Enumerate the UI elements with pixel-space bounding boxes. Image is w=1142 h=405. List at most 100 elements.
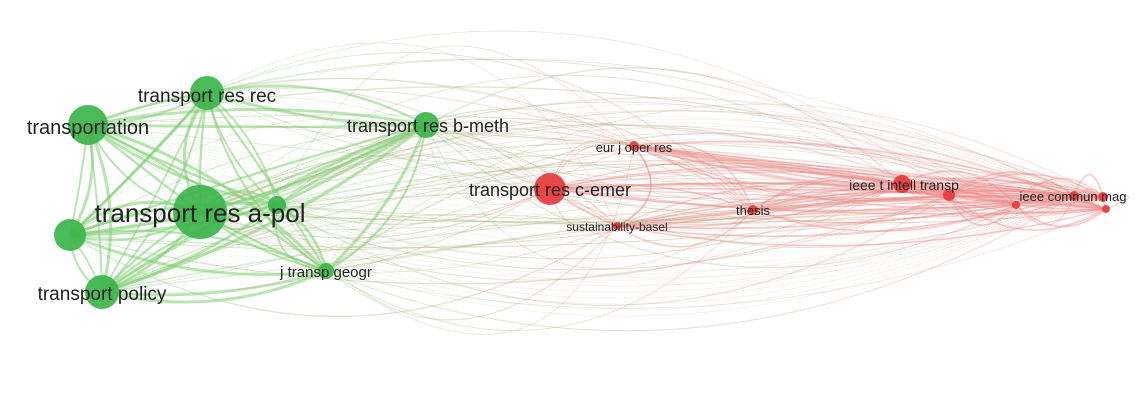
network-link [101,164,1104,293]
network-link [86,124,113,293]
network-link [633,145,950,202]
network-link [199,110,1107,213]
network-link [276,196,1104,221]
network-link [325,195,1075,272]
network-link [87,124,1017,206]
network-link [199,116,1107,213]
node-label-transport-policy[interactable]: transport policy [38,284,167,305]
network-link [616,195,1075,238]
node-label-thesis[interactable]: thesis [736,203,770,218]
network-link [101,269,327,304]
network-link [276,204,618,321]
node-transport-res-c-emer[interactable] [534,173,566,205]
network-link [69,142,1107,236]
node-unlabeled-green-1[interactable] [54,219,86,251]
network-link [87,123,427,129]
network-link [199,134,1107,213]
network-link [87,124,1104,251]
node-label-transportation[interactable]: transportation [27,117,149,139]
network-link [199,195,1075,305]
network-link [87,77,754,211]
network-link [276,142,1107,210]
network-link [69,118,551,236]
network-link [87,124,1104,258]
network-link [901,183,1075,215]
network-link [274,204,327,272]
network-link [87,108,427,127]
node-unlabeled-green-2[interactable] [268,196,286,214]
network-link [87,124,1104,225]
network-link [325,124,428,272]
network-link [752,182,1017,211]
node-label-transport-res-a-pol[interactable]: transport res a-pol [95,198,306,228]
node-transportation[interactable] [68,105,108,145]
network-link [325,183,903,272]
node-transport-policy[interactable] [85,275,119,309]
node-label-ieee-t-intell-transp[interactable]: ieee t intell transp [849,177,959,193]
network-link [324,124,428,273]
node-unlabeled-red-4[interactable] [1102,205,1110,213]
network-link [948,194,1017,219]
network-link [101,187,1104,293]
node-sustainability-basel[interactable] [613,222,621,230]
network-link [101,119,1104,293]
network-link [101,158,1104,293]
network-link [101,139,1104,293]
node-thesis[interactable] [748,205,758,215]
network-link [276,194,950,306]
network-link [69,233,327,276]
node-label-transport-res-b-meth[interactable]: transport res b-meth [347,116,509,136]
network-link [276,123,427,206]
node-layer [54,76,1110,309]
node-unlabeled-red-1[interactable] [943,189,955,201]
network-link [101,125,1104,293]
node-unlabeled-red-2[interactable] [1012,201,1020,209]
node-label-eur-j-oper-res[interactable]: eur j oper res [596,140,673,155]
node-ieee-t-intell-transp[interactable] [893,175,911,193]
network-link [199,128,1107,213]
network-link [101,170,1104,293]
network-link [199,101,1017,213]
network-link [206,87,635,147]
network-link [87,124,1104,238]
network-link [206,42,618,227]
network-link [425,124,950,206]
network-link [101,176,1104,293]
node-label-j-transp-geogr[interactable]: j transp geogr [279,264,372,281]
network-link [69,195,1075,249]
network-link [206,52,754,211]
network-link [616,204,1017,230]
network-link [206,92,1104,198]
network-link [549,183,754,211]
network-link [325,209,754,331]
node-transport-res-rec[interactable] [190,76,224,110]
node-label-transport-res-rec[interactable]: transport res rec [138,86,276,107]
network-link [101,192,1104,293]
network-link [69,125,635,236]
node-ieee-commun-mag[interactable] [1069,191,1079,201]
node-transport-res-a-pol[interactable] [173,185,227,239]
network-link [199,195,1075,275]
node-transport-res-b-meth[interactable] [413,112,439,138]
node-label-sustainability-basel[interactable]: sustainability-basel [566,220,667,234]
network-link [325,208,1107,309]
network-link [325,132,1017,272]
network-link [199,188,551,239]
network-link [87,124,1104,271]
node-unlabeled-red-3[interactable] [1098,192,1108,202]
network-link [101,182,1104,293]
node-j-transp-geogr[interactable] [318,263,334,279]
network-link [87,124,1104,219]
network-link [199,104,1107,213]
node-eur-j-oper-res[interactable] [629,141,639,151]
network-link [752,175,903,211]
node-label-transport-res-c-emer[interactable]: transport res c-emer [469,180,631,200]
network-link [87,124,1075,197]
network-link [549,188,1017,206]
node-label-ieee-commun-mag[interactable]: ieee commun mag [1020,189,1127,204]
network-link [101,209,754,293]
network-link [199,195,1075,293]
network-link [101,132,1104,293]
network-link [69,92,208,236]
